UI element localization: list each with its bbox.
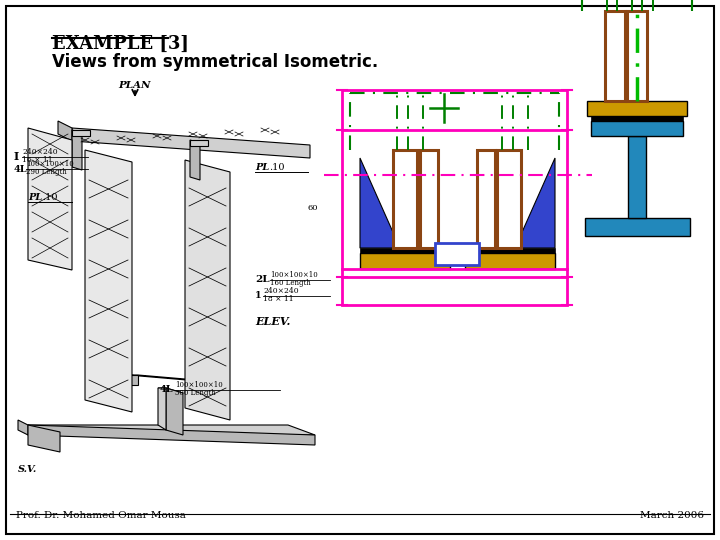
Polygon shape (360, 158, 400, 248)
Polygon shape (185, 160, 230, 420)
Text: 100×100×10: 100×100×10 (175, 381, 222, 389)
Text: 18 × 11: 18 × 11 (263, 295, 294, 303)
Text: 16 × 11: 16 × 11 (22, 156, 53, 164)
Text: 60: 60 (308, 204, 318, 212)
Polygon shape (166, 388, 183, 435)
Text: 4L: 4L (160, 385, 174, 394)
Text: PL: PL (28, 193, 42, 202)
Bar (393, 150, 417, 248)
Text: I: I (14, 151, 19, 162)
Text: S.V.: S.V. (18, 465, 37, 474)
Polygon shape (58, 121, 72, 141)
Bar (585, 218, 690, 236)
Text: 100×100×10: 100×100×10 (26, 160, 73, 168)
Bar (360, 248, 450, 253)
Polygon shape (28, 128, 72, 270)
Polygon shape (18, 420, 28, 435)
Polygon shape (28, 425, 315, 435)
Text: 2L: 2L (255, 275, 269, 284)
Bar (465, 248, 555, 253)
Text: Prof. Dr. Mohamed Omar Mousa: Prof. Dr. Mohamed Omar Mousa (16, 511, 186, 520)
Text: 240×240: 240×240 (22, 148, 58, 156)
Text: 300 Length: 300 Length (175, 389, 215, 397)
Polygon shape (128, 375, 138, 385)
Text: 1: 1 (255, 291, 261, 300)
Polygon shape (210, 382, 220, 392)
Bar (628, 136, 646, 218)
Polygon shape (515, 158, 555, 248)
Text: .10: .10 (42, 193, 58, 202)
Polygon shape (72, 128, 310, 158)
Polygon shape (72, 130, 82, 170)
Polygon shape (72, 130, 90, 136)
Bar (605, 11, 625, 101)
Bar (342, 90, 567, 305)
Bar (420, 150, 438, 248)
Polygon shape (158, 388, 166, 430)
Polygon shape (190, 140, 200, 180)
Polygon shape (128, 375, 220, 382)
Bar (587, 101, 687, 116)
Polygon shape (28, 425, 315, 445)
Bar (465, 253, 555, 269)
Text: March 2006: March 2006 (640, 511, 704, 520)
Text: PL: PL (255, 163, 269, 172)
Text: Views from symmetrical Isometric.: Views from symmetrical Isometric. (52, 53, 378, 71)
Bar (477, 150, 495, 248)
Polygon shape (158, 388, 183, 393)
Text: 160 Length: 160 Length (270, 279, 311, 287)
Bar (627, 11, 647, 101)
Text: EXAMPLE [3]: EXAMPLE [3] (52, 35, 189, 53)
Text: .10: .10 (269, 163, 284, 172)
Text: ELEV.: ELEV. (255, 316, 290, 327)
Bar (591, 121, 683, 136)
Bar (435, 243, 479, 265)
Polygon shape (28, 425, 60, 452)
Bar (591, 116, 683, 121)
Text: 290 Length: 290 Length (26, 168, 67, 176)
Bar (360, 253, 450, 269)
Polygon shape (190, 140, 208, 146)
Polygon shape (85, 150, 132, 412)
Text: 4L: 4L (14, 165, 27, 174)
Bar (497, 150, 521, 248)
Text: PLAN: PLAN (118, 81, 150, 90)
Text: 240×240: 240×240 (263, 287, 299, 295)
Text: 100×100×10: 100×100×10 (270, 271, 318, 279)
